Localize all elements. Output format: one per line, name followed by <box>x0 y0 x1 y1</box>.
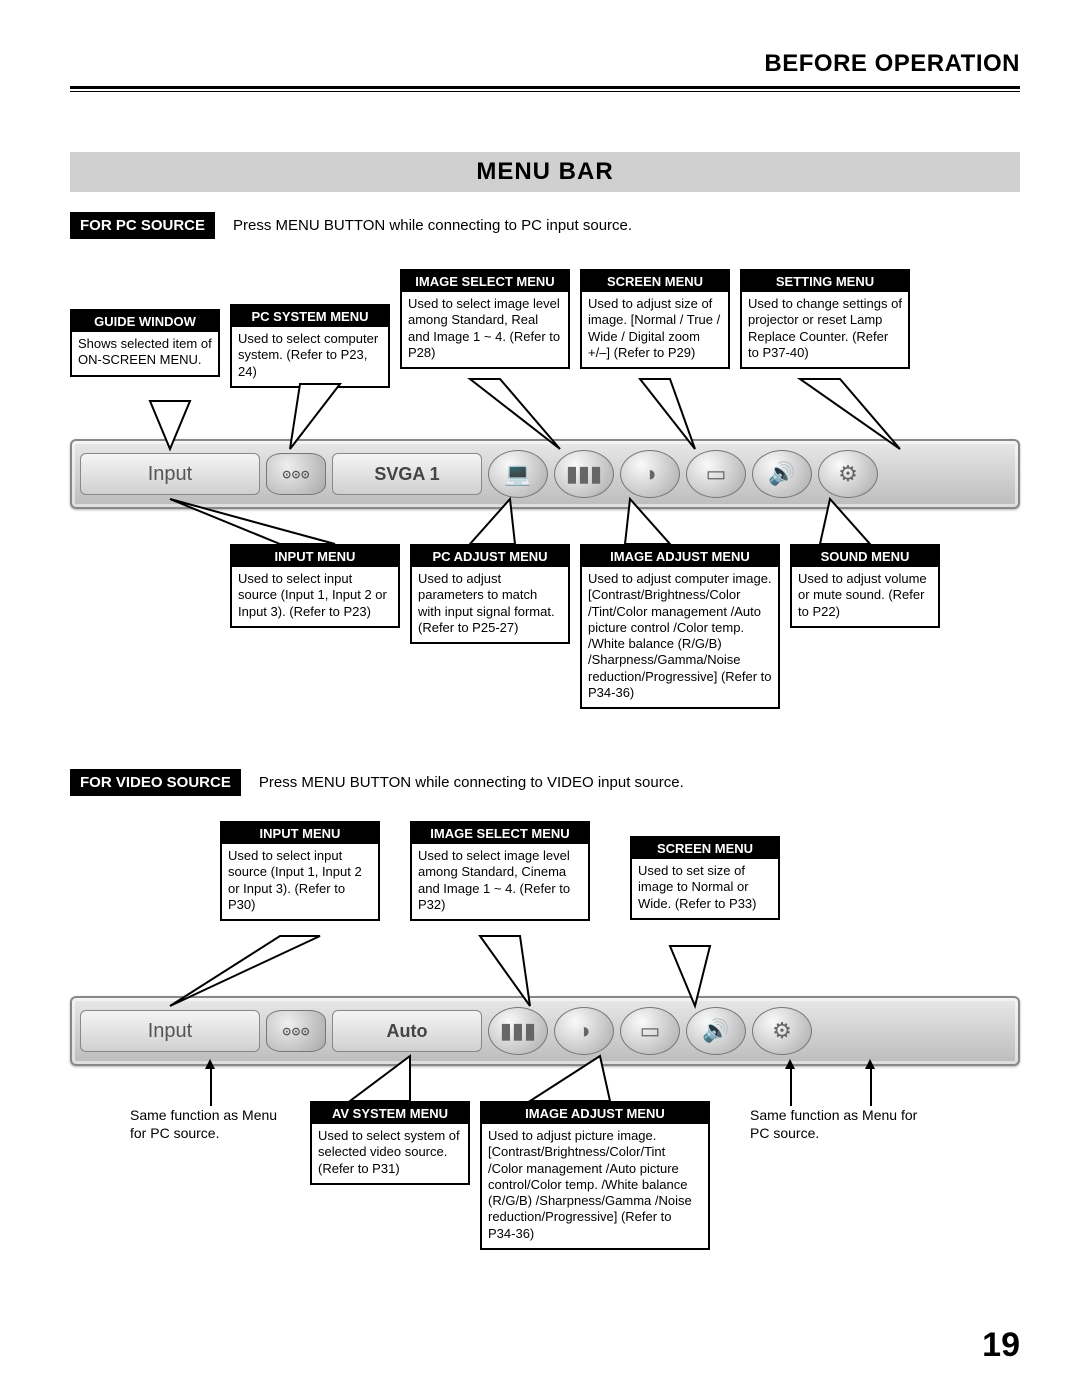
callout-body: Used to set size of image to Normal or W… <box>632 859 778 918</box>
page-number: 19 <box>982 1326 1020 1365</box>
callout-v-image-adjust: IMAGE ADJUST MENU Used to adjust picture… <box>480 1101 710 1250</box>
note-right-arrow2 <box>865 1059 875 1069</box>
pc-source-label: FOR PC SOURCE <box>70 212 215 239</box>
callout-title: INPUT MENU <box>232 546 398 567</box>
callout-pc-system: PC SYSTEM MENU Used to select computer s… <box>230 304 390 388</box>
note-left-arrow <box>205 1059 215 1069</box>
callout-setting: SETTING MENU Used to change settings of … <box>740 269 910 369</box>
callout-pc-adjust: PC ADJUST MENU Used to adjust parameters… <box>410 544 570 644</box>
callout-image-select: IMAGE SELECT MENU Used to select image l… <box>400 269 570 369</box>
video-source-row: FOR VIDEO SOURCE Press MENU BUTTON while… <box>70 769 1020 796</box>
pc-source-row: FOR PC SOURCE Press MENU BUTTON while co… <box>70 212 1020 239</box>
note-right-line1 <box>790 1068 792 1106</box>
video-source-label: FOR VIDEO SOURCE <box>70 769 241 796</box>
callout-screen: SCREEN MENU Used to adjust size of image… <box>580 269 730 369</box>
callout-body: Used to adjust picture image. [Contrast/… <box>482 1124 708 1248</box>
callout-v-input: INPUT MENU Used to select input source (… <box>220 821 380 921</box>
callout-title: IMAGE SELECT MENU <box>402 271 568 292</box>
callout-input: INPUT MENU Used to select input source (… <box>230 544 400 628</box>
menubar-input-pill: Input <box>80 453 260 495</box>
callout-sound: SOUND MENU Used to adjust volume or mute… <box>790 544 940 628</box>
callout-v-image-select: IMAGE SELECT MENU Used to select image l… <box>410 821 590 921</box>
callout-title: AV SYSTEM MENU <box>312 1103 468 1124</box>
callout-body: Used to select computer system. (Refer t… <box>232 327 388 386</box>
menubar-system-pill: Auto <box>332 1010 482 1052</box>
rule-top <box>70 86 1020 89</box>
rule-bottom <box>70 91 1020 92</box>
screen-icon: ▭ <box>686 450 746 498</box>
pc-diagram: GUIDE WINDOW Shows selected item of ON-S… <box>70 249 1020 729</box>
screen-icon: ▭ <box>620 1007 680 1055</box>
section-title: MENU BAR <box>70 152 1020 192</box>
pc-menubar: Input ⊙⊙⊙ SVGA 1 💻 ▮▮▮ ◑ ▭ 🔊 ⚙ <box>70 439 1020 509</box>
note-right-arrow1 <box>785 1059 795 1069</box>
callout-body: Used to select image level among Standar… <box>402 292 568 367</box>
callout-body: Used to adjust parameters to match with … <box>412 567 568 642</box>
menubar-system-pill: SVGA 1 <box>332 453 482 495</box>
callout-v-screen: SCREEN MENU Used to set size of image to… <box>630 836 780 920</box>
callout-image-adjust: IMAGE ADJUST MENU Used to adjust compute… <box>580 544 780 709</box>
callout-body: Used to select image level among Standar… <box>412 844 588 919</box>
note-right: Same function as Menu for PC source. <box>750 1106 920 1142</box>
note-right-line2 <box>870 1068 872 1106</box>
callout-body: Used to select input source (Input 1, In… <box>222 844 378 919</box>
gear-icon: ⚙ <box>752 1007 812 1055</box>
callout-guide-window: GUIDE WINDOW Shows selected item of ON-S… <box>70 309 220 377</box>
callout-av-system: AV SYSTEM MENU Used to select system of … <box>310 1101 470 1185</box>
video-source-desc: Press MENU BUTTON while connecting to VI… <box>259 774 684 791</box>
callout-title: SCREEN MENU <box>582 271 728 292</box>
menubar-input-pill: Input <box>80 1010 260 1052</box>
callout-body: Used to adjust size of image. [Normal / … <box>582 292 728 367</box>
bars-icon: ▮▮▮ <box>488 1007 548 1055</box>
connector-icon: ⊙⊙⊙ <box>266 1010 326 1052</box>
callout-title: INPUT MENU <box>222 823 378 844</box>
callout-body: Used to change settings of projector or … <box>742 292 908 367</box>
page-header: BEFORE OPERATION <box>70 50 1020 78</box>
callout-body: Used to adjust volume or mute sound. (Re… <box>792 567 938 626</box>
bars-icon: ▮▮▮ <box>554 450 614 498</box>
connector-icon: ⊙⊙⊙ <box>266 453 326 495</box>
callout-title: GUIDE WINDOW <box>72 311 218 332</box>
callout-title: SCREEN MENU <box>632 838 778 859</box>
callout-title: SOUND MENU <box>792 546 938 567</box>
callout-body: Used to select input source (Input 1, In… <box>232 567 398 626</box>
callout-title: PC ADJUST MENU <box>412 546 568 567</box>
note-left: Same function as Menu for PC source. <box>130 1106 290 1142</box>
speaker-icon: 🔊 <box>752 450 812 498</box>
speaker-icon: 🔊 <box>686 1007 746 1055</box>
callout-body: Shows selected item of ON-SCREEN MENU. <box>72 332 218 375</box>
video-menubar: Input ⊙⊙⊙ Auto ▮▮▮ ◑ ▭ 🔊 ⚙ <box>70 996 1020 1066</box>
callout-body: Used to adjust computer image. [Contrast… <box>582 567 778 707</box>
callout-title: IMAGE SELECT MENU <box>412 823 588 844</box>
palette-icon: ◑ <box>554 1007 614 1055</box>
callout-body: Used to select system of selected video … <box>312 1124 468 1183</box>
callout-title: SETTING MENU <box>742 271 908 292</box>
palette-icon: ◑ <box>620 450 680 498</box>
pc-source-desc: Press MENU BUTTON while connecting to PC… <box>233 217 632 234</box>
laptop-icon: 💻 <box>488 450 548 498</box>
callout-title: IMAGE ADJUST MENU <box>482 1103 708 1124</box>
video-diagram: INPUT MENU Used to select input source (… <box>70 806 1020 1326</box>
gear-icon: ⚙ <box>818 450 878 498</box>
callout-title: IMAGE ADJUST MENU <box>582 546 778 567</box>
note-left-line <box>210 1068 212 1106</box>
callout-title: PC SYSTEM MENU <box>232 306 388 327</box>
